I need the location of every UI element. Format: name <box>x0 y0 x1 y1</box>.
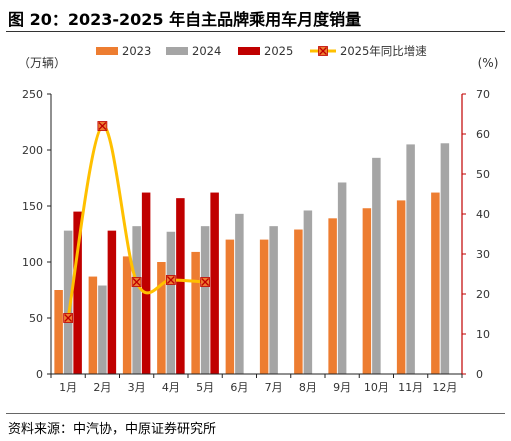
bar-2023-3 <box>122 256 132 374</box>
bar-2023-4 <box>157 262 166 374</box>
bar-2025-5 <box>210 192 219 374</box>
bar-2023-7 <box>259 239 269 374</box>
right-tick-label: 50 <box>476 168 490 181</box>
bar-2025-1 <box>73 211 82 374</box>
bar-2024-1 <box>63 230 73 374</box>
bar-2024-8 <box>303 210 313 374</box>
growth-point-2 <box>97 121 108 131</box>
right-tick-label: 60 <box>476 128 490 141</box>
bar-2023-10 <box>362 208 372 374</box>
bar-2023-6 <box>225 239 235 374</box>
bar-2023-8 <box>294 229 303 374</box>
growth-point-3 <box>131 277 142 287</box>
bar-2024-11 <box>406 144 415 374</box>
bar-2024-9 <box>337 182 347 374</box>
x-tick-label: 4月 <box>162 381 180 394</box>
x-tick-label: 3月 <box>128 381 146 394</box>
bar-2024-7 <box>269 226 278 374</box>
bar-2025-3 <box>141 192 151 374</box>
x-tick-label: 8月 <box>299 381 317 394</box>
legend-item-1: 2023 <box>96 44 151 58</box>
bar-2024-3 <box>132 226 141 374</box>
bar-2023-11 <box>396 200 406 374</box>
bar-2024-4 <box>166 231 176 374</box>
title-rule <box>6 31 505 32</box>
legend-item-2: 2024 <box>166 44 221 58</box>
growth-point-1 <box>63 313 74 323</box>
right-tick-label: 0 <box>476 368 483 381</box>
bar-2024-12 <box>440 143 450 374</box>
legend-swatch <box>166 47 188 55</box>
source-rule <box>6 413 505 414</box>
x-tick-label: 2月 <box>93 381 111 394</box>
left-tick-label: 150 <box>22 200 43 213</box>
growth-point-4 <box>165 275 176 285</box>
legend-label: 2025 <box>264 44 293 58</box>
x-tick-label: 6月 <box>230 381 248 394</box>
right-tick-label: 20 <box>476 288 490 301</box>
legend-label: 2023 <box>122 44 151 58</box>
legend-item-4: 2025年同比增速 <box>310 44 427 58</box>
right-tick-label: 40 <box>476 208 490 221</box>
growth-point-5 <box>200 277 211 287</box>
combo-chart: （万辆） (%) 2023 2024 2025 2025年同比增速 050100150… <box>18 44 499 394</box>
x-tick-label: 12月 <box>432 381 457 394</box>
right-tick-label: 70 <box>476 88 490 101</box>
bar-2023-9 <box>328 218 337 374</box>
bar-2024-2 <box>98 285 107 374</box>
bar-2023-2 <box>88 276 98 374</box>
left-tick-label: 0 <box>36 368 43 381</box>
x-tick-label: 1月 <box>59 381 77 394</box>
legend-label: 2025年同比增速 <box>340 44 427 58</box>
left-tick-label: 50 <box>29 312 43 325</box>
bar-2024-10 <box>372 157 381 374</box>
bar-2025-4 <box>176 198 185 374</box>
x-tick-label: 10月 <box>364 381 389 394</box>
bar-2023-12 <box>431 192 440 374</box>
bar-2025-2 <box>107 230 117 374</box>
x-tick-label: 9月 <box>333 381 351 394</box>
bar-2023-1 <box>54 290 63 374</box>
x-tick-label: 5月 <box>196 381 214 394</box>
right-tick-label: 30 <box>476 248 490 261</box>
x-tick-label: 11月 <box>398 381 423 394</box>
legend-item-3: 2025 <box>238 44 293 58</box>
left-tick-label: 100 <box>22 256 43 269</box>
figure-title: 图 20：2023-2025 年自主品牌乘用车月度销量 <box>8 10 362 29</box>
legend-marker-icon <box>318 46 328 56</box>
left-axis-unit: （万辆） <box>18 56 66 70</box>
source-note: 资料来源：中汽协，中原证券研究所 <box>8 422 217 437</box>
right-axis-unit: (%) <box>478 56 499 70</box>
bar-2024-5 <box>200 226 210 374</box>
bar-2023-5 <box>191 251 200 374</box>
legend-swatch <box>96 47 118 55</box>
left-tick-label: 250 <box>22 88 43 101</box>
legend-label: 2024 <box>192 44 221 58</box>
bar-2024-6 <box>235 213 244 374</box>
legend-swatch <box>238 47 260 55</box>
x-tick-label: 7月 <box>265 381 283 394</box>
right-tick-label: 10 <box>476 328 490 341</box>
left-tick-label: 200 <box>22 144 43 157</box>
